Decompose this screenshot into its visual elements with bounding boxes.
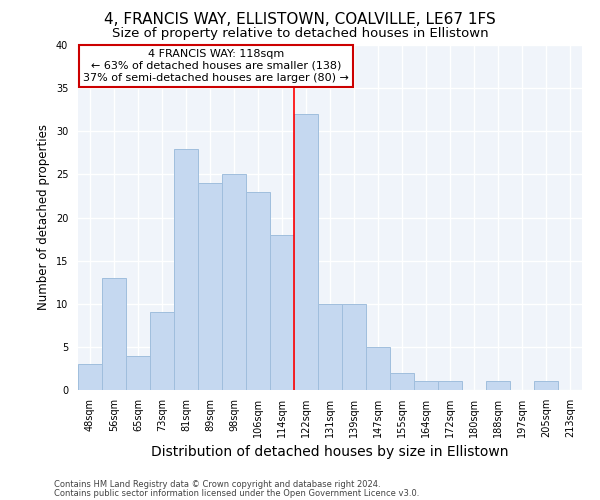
Bar [438, 382, 462, 390]
Y-axis label: Number of detached properties: Number of detached properties [37, 124, 50, 310]
Bar [102, 278, 126, 390]
Bar [390, 373, 414, 390]
Bar [366, 347, 390, 390]
Bar [150, 312, 174, 390]
Bar [222, 174, 246, 390]
Bar [246, 192, 270, 390]
Text: Contains public sector information licensed under the Open Government Licence v3: Contains public sector information licen… [54, 489, 419, 498]
Bar [78, 364, 102, 390]
Bar [198, 183, 222, 390]
X-axis label: Distribution of detached houses by size in Ellistown: Distribution of detached houses by size … [151, 446, 509, 460]
Text: Size of property relative to detached houses in Ellistown: Size of property relative to detached ho… [112, 28, 488, 40]
Text: Contains HM Land Registry data © Crown copyright and database right 2024.: Contains HM Land Registry data © Crown c… [54, 480, 380, 489]
Bar [486, 382, 510, 390]
Bar [318, 304, 342, 390]
Bar [270, 235, 294, 390]
Bar [294, 114, 318, 390]
Bar [174, 148, 198, 390]
Bar [414, 382, 438, 390]
Text: 4, FRANCIS WAY, ELLISTOWN, COALVILLE, LE67 1FS: 4, FRANCIS WAY, ELLISTOWN, COALVILLE, LE… [104, 12, 496, 28]
Bar [342, 304, 366, 390]
Text: 4 FRANCIS WAY: 118sqm
← 63% of detached houses are smaller (138)
37% of semi-det: 4 FRANCIS WAY: 118sqm ← 63% of detached … [83, 50, 349, 82]
Bar [126, 356, 150, 390]
Bar [534, 382, 558, 390]
